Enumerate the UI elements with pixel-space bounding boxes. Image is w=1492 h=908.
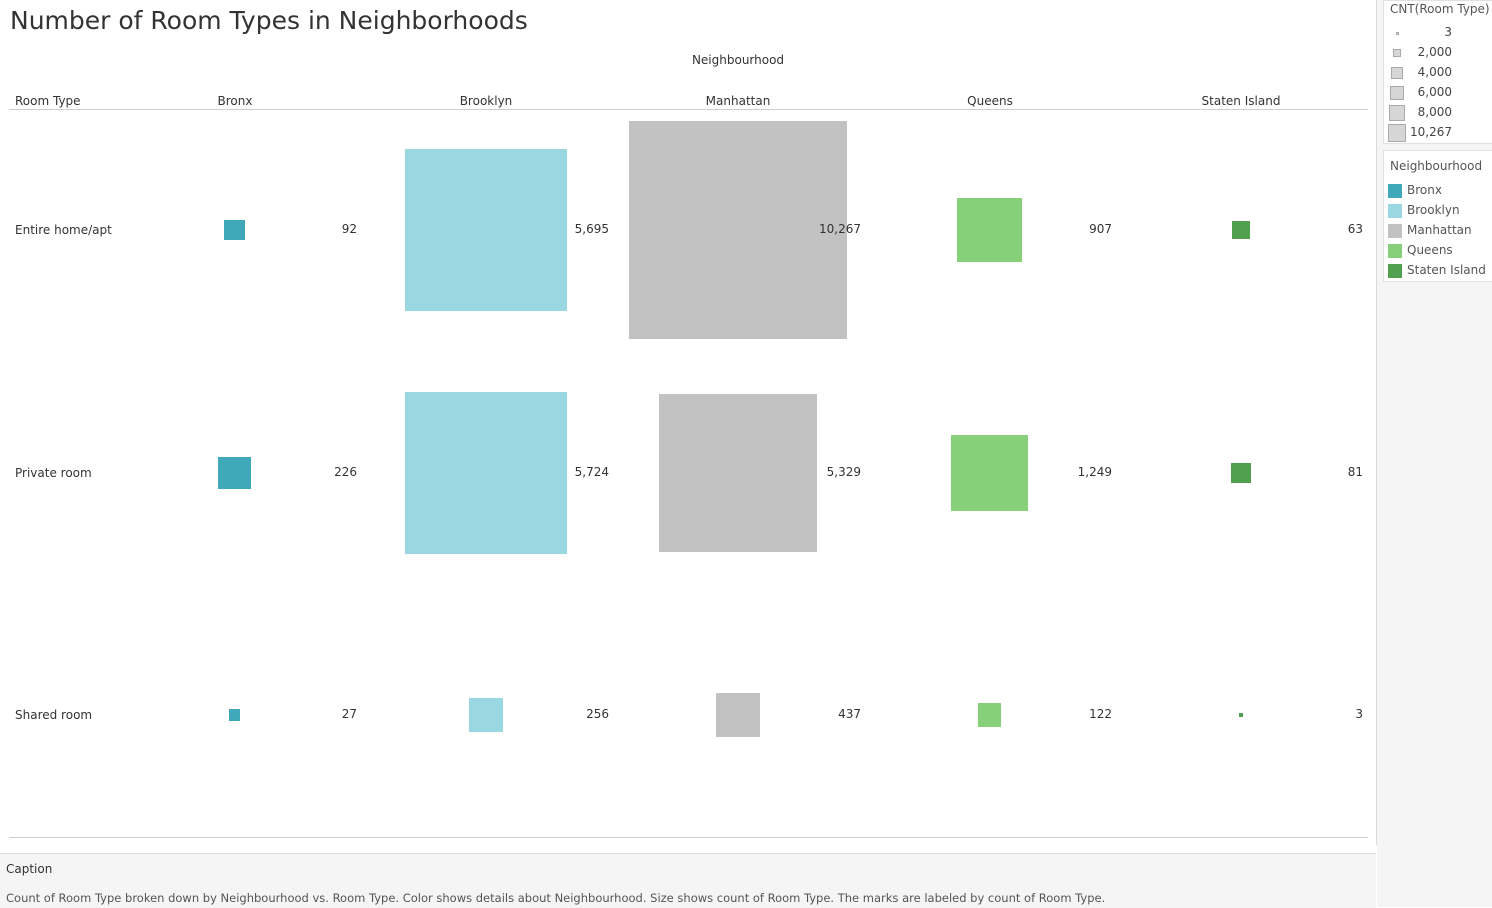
size-swatch-icon — [1393, 49, 1401, 57]
mark-shared-room-staten-island[interactable] — [1239, 713, 1243, 717]
mark-label-private-room-staten-island: 81 — [1347, 465, 1363, 479]
mark-private-room-manhattan[interactable] — [659, 394, 817, 552]
column-header-staten-island[interactable]: Staten Island — [1201, 94, 1281, 108]
size-swatch-icon — [1389, 105, 1405, 121]
row-label-entire-home[interactable]: Entire home/apt — [15, 223, 112, 237]
size-legend-item[interactable]: 3 — [1384, 23, 1492, 43]
mark-shared-room-queens[interactable] — [977, 703, 1002, 727]
color-legend-label: Staten Island — [1407, 263, 1486, 277]
size-legend-label: 8,000 — [1417, 105, 1452, 119]
mark-entire-home-apt-manhattan[interactable] — [629, 121, 847, 339]
size-legend-title: CNT(Room Type) — [1390, 2, 1490, 16]
mark-label-entire-home-apt-queens: 907 — [1089, 222, 1112, 236]
size-swatch-icon — [1395, 31, 1399, 35]
column-header-bronx[interactable]: Bronx — [217, 94, 253, 108]
color-swatch-icon — [1388, 204, 1402, 218]
mark-label-private-room-brooklyn: 5,724 — [574, 465, 609, 479]
size-legend-label: 10,267 — [1410, 125, 1452, 139]
color-legend-item-brooklyn[interactable]: Brooklyn — [1384, 201, 1492, 221]
mark-entire-home-apt-queens[interactable] — [957, 197, 1022, 263]
row-label-shared-room[interactable]: Shared room — [15, 708, 93, 722]
mark-label-entire-home-apt-bronx: 92 — [341, 222, 357, 236]
header-divider — [9, 109, 1368, 110]
color-legend-label: Brooklyn — [1407, 203, 1460, 217]
page-title: Number of Room Types in Neighborhoods — [10, 6, 528, 35]
mark-label-shared-room-brooklyn: 256 — [586, 707, 609, 721]
mark-entire-home-apt-brooklyn[interactable] — [404, 148, 568, 312]
mark-shared-room-manhattan[interactable] — [715, 692, 761, 738]
color-legend-label: Queens — [1407, 243, 1453, 257]
bottom-divider — [9, 837, 1368, 838]
size-swatch-icon — [1390, 86, 1404, 100]
mark-label-private-room-manhattan: 5,329 — [826, 465, 861, 479]
mark-private-room-brooklyn[interactable] — [404, 391, 568, 555]
column-header-manhattan[interactable]: Manhattan — [705, 94, 771, 108]
size-legend-label: 2,000 — [1417, 45, 1452, 59]
size-legend-label: 4,000 — [1417, 65, 1452, 79]
mark-shared-room-bronx[interactable] — [228, 709, 241, 721]
size-legend[interactable]: CNT(Room Type) 3 2,000 4,000 6,000 8,000 10,2… — [1383, 0, 1492, 144]
row-field-label: Room Type — [15, 94, 81, 108]
mark-private-room-bronx[interactable] — [218, 456, 251, 490]
row-label-private-room[interactable]: Private room — [15, 466, 92, 480]
color-legend-item-staten-island[interactable]: Staten Island — [1384, 261, 1492, 281]
color-legend-item-manhattan[interactable]: Manhattan — [1384, 221, 1492, 241]
mark-entire-home-apt-bronx[interactable] — [224, 219, 245, 241]
caption-panel: Caption Count of Room Type broken down b… — [0, 853, 1376, 908]
color-legend-item-bronx[interactable]: Bronx — [1384, 181, 1492, 201]
color-legend-item-queens[interactable]: Queens — [1384, 241, 1492, 261]
size-legend-item[interactable]: 6,000 — [1384, 83, 1492, 103]
mark-label-private-room-queens: 1,249 — [1077, 465, 1112, 479]
marks-layer: 92 5,695 10,267 907 63 226 5,724 5,329 1,249 81 27… — [218, 121, 1363, 738]
size-legend-item[interactable]: 8,000 — [1384, 103, 1492, 123]
size-swatch-icon — [1391, 67, 1403, 79]
color-swatch-icon — [1388, 184, 1402, 198]
mark-label-shared-room-bronx: 27 — [341, 707, 357, 721]
mark-entire-home-apt-staten-island[interactable] — [1232, 221, 1250, 239]
size-legend-label: 6,000 — [1417, 85, 1452, 99]
mark-label-entire-home-apt-manhattan: 10,267 — [819, 222, 861, 236]
color-swatch-icon — [1388, 224, 1402, 238]
size-legend-item[interactable]: 2,000 — [1384, 43, 1492, 63]
size-swatch-icon — [1388, 124, 1406, 142]
mark-private-room-queens[interactable] — [951, 434, 1028, 511]
mark-label-entire-home-apt-staten-island: 63 — [1347, 222, 1363, 236]
mark-shared-room-brooklyn[interactable] — [468, 697, 504, 733]
caption-text: Count of Room Type broken down by Neighb… — [6, 891, 1106, 905]
color-swatch-icon — [1388, 264, 1402, 278]
size-legend-item[interactable]: 10,267 — [1384, 123, 1492, 143]
size-legend-label: 3 — [1444, 25, 1452, 39]
color-legend-label: Manhattan — [1407, 223, 1472, 237]
column-group-label: Neighbourhood — [691, 53, 785, 67]
color-legend[interactable]: Neighbourhood Bronx Brooklyn Manhattan Quee… — [1383, 150, 1492, 282]
mark-label-shared-room-staten-island: 3 — [1355, 707, 1363, 721]
mark-label-shared-room-manhattan: 437 — [838, 707, 861, 721]
column-header-queens[interactable]: Queens — [967, 94, 1013, 108]
caption-title: Caption — [6, 862, 53, 876]
mark-private-room-staten-island[interactable] — [1231, 463, 1251, 483]
mark-label-entire-home-apt-brooklyn: 5,695 — [574, 222, 609, 236]
mark-label-private-room-bronx: 226 — [334, 465, 357, 479]
color-legend-label: Bronx — [1407, 183, 1442, 197]
color-legend-title: Neighbourhood — [1390, 159, 1483, 173]
mark-label-shared-room-queens: 122 — [1089, 707, 1112, 721]
chart-panel: Number of Room Types in Neighborhoods Ne… — [9, 0, 1377, 845]
column-header-brooklyn[interactable]: Brooklyn — [459, 94, 513, 108]
size-legend-item[interactable]: 4,000 — [1384, 63, 1492, 83]
color-swatch-icon — [1388, 244, 1402, 258]
